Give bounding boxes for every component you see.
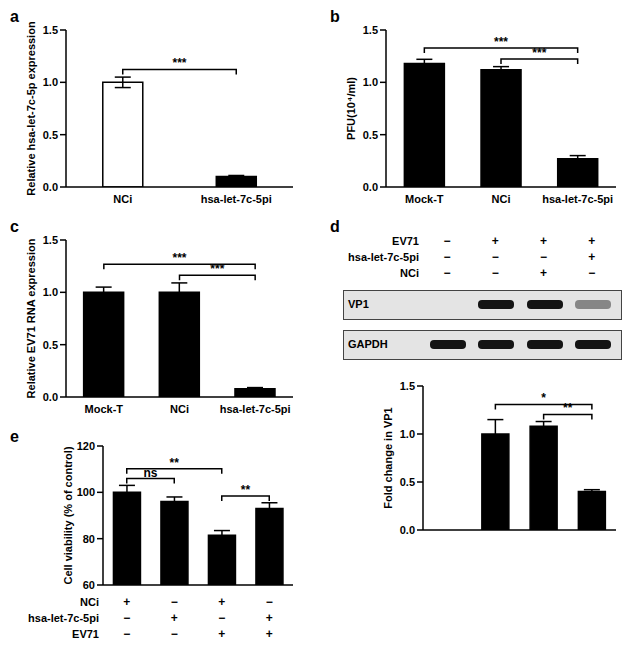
svg-text:***: ***	[532, 46, 546, 60]
svg-text:0.5: 0.5	[363, 129, 378, 141]
svg-text:1.5: 1.5	[43, 24, 58, 36]
html-text:NCi: NCi	[80, 596, 99, 608]
svg-text:100: 100	[77, 486, 95, 498]
svg-text:0.5: 0.5	[400, 476, 415, 488]
svg-text:***: ***	[172, 56, 186, 70]
svg-text:Relative hsa-let-7c-5p express: Relative hsa-let-7c-5p expression	[25, 21, 37, 196]
svg-text:60: 60	[83, 579, 95, 591]
svg-text:**: **	[563, 401, 573, 415]
svg-text:***: ***	[172, 251, 186, 265]
svg-text:NCi: NCi	[170, 403, 189, 415]
svg-text:0.5: 0.5	[43, 129, 58, 141]
svg-text:0.0: 0.0	[363, 181, 378, 193]
svg-text:1.5: 1.5	[363, 24, 378, 36]
svg-text:0.0: 0.0	[400, 524, 415, 536]
svg-text:0.0: 0.0	[43, 181, 58, 193]
html-text:b: b	[330, 8, 340, 25]
html-text:c: c	[10, 218, 19, 235]
html-text:EV71: EV71	[392, 235, 419, 247]
svg-text:0.0: 0.0	[43, 391, 58, 403]
svg-text:hsa-let-7c-5pi: hsa-let-7c-5pi	[220, 403, 291, 415]
svg-text:1.5: 1.5	[400, 380, 415, 392]
html-text:GAPDH: GAPDH	[348, 338, 388, 350]
svg-text:**: **	[170, 456, 180, 470]
svg-text:0.5: 0.5	[43, 339, 58, 351]
svg-text:PFU(10⁴/ml): PFU(10⁴/ml)	[345, 77, 357, 140]
svg-text:Fold change in VP1: Fold change in VP1	[382, 407, 394, 508]
html-text:NCi: NCi	[400, 267, 419, 279]
svg-text:1.5: 1.5	[43, 234, 58, 246]
svg-text:Mock-T: Mock-T	[405, 193, 444, 205]
svg-text:NCi: NCi	[113, 193, 132, 205]
svg-text:1.0: 1.0	[43, 76, 58, 88]
html-text:EV71: EV71	[72, 628, 99, 640]
html-text:VP1: VP1	[348, 298, 369, 310]
svg-text:120: 120	[77, 440, 95, 452]
svg-text:1.0: 1.0	[43, 286, 58, 298]
svg-text:***: ***	[210, 262, 224, 276]
svg-text:**: **	[241, 483, 251, 497]
html-text:a: a	[10, 8, 19, 25]
svg-text:Mock-T: Mock-T	[85, 403, 124, 415]
svg-text:1.0: 1.0	[363, 76, 378, 88]
svg-text:*: *	[541, 391, 546, 405]
svg-text:ns: ns	[143, 466, 157, 480]
svg-text:hsa-let-7c-5pi: hsa-let-7c-5pi	[542, 193, 613, 205]
svg-text:Cell viability (% of control): Cell viability (% of control)	[62, 446, 74, 584]
html-text:hsa-let-7c-5pi: hsa-let-7c-5pi	[28, 612, 99, 624]
html-text:d: d	[330, 218, 340, 235]
svg-text:1.0: 1.0	[400, 428, 415, 440]
svg-text:Relative EV71 RNA expression: Relative EV71 RNA expression	[25, 238, 37, 398]
svg-text:NCi: NCi	[492, 193, 511, 205]
svg-text:hsa-let-7c-5pi: hsa-let-7c-5pi	[201, 193, 272, 205]
html-text:hsa-let-7c-5pi: hsa-let-7c-5pi	[348, 251, 419, 263]
svg-text:***: ***	[494, 35, 508, 49]
html-text:e: e	[10, 428, 19, 445]
svg-text:80: 80	[83, 533, 95, 545]
